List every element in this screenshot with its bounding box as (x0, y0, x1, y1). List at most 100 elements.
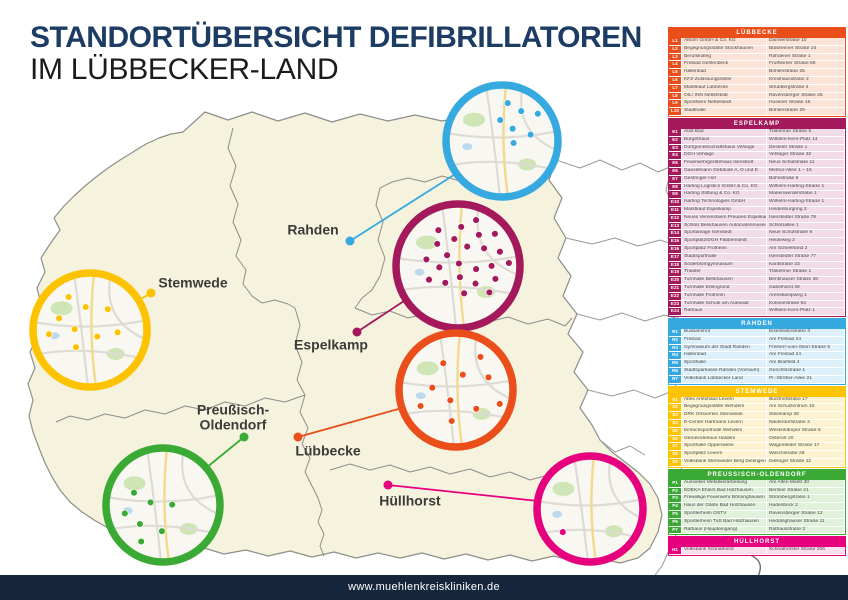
legend-row: S2 Begegnungsstätte Wehdem Am Schulzentrum… (669, 404, 845, 413)
legend-row-address: Am Freibad 24 (767, 352, 845, 361)
legend-row-address: Vehlager Straße 32 (767, 152, 845, 161)
inset-main-road (456, 336, 464, 444)
legend-row-id: E21 (669, 284, 682, 293)
inset-ring-luebbecke (395, 329, 517, 451)
inset-road (111, 524, 215, 535)
legend-row-address: Schnathorster Straße 206 (767, 547, 845, 556)
map-inset-stemwede (36, 276, 144, 384)
legend-row-address: Blasheimer Straße 24 (767, 45, 845, 54)
legend-row-address: Heideweg 2 (767, 238, 845, 246)
inset-road (451, 160, 553, 171)
map-inset-rahden (449, 88, 555, 194)
location-marker-icon (428, 383, 437, 392)
legend-row-address: Wilhelm-Kern-Platz 1 (767, 308, 845, 317)
legend-row: R3 Gymnasium der Stadt Rahden Freiherr-vom… (669, 344, 845, 353)
legend-row-name: Volksbank Schnathorst (682, 547, 767, 556)
legend-row-name: Sportplatz Levern (682, 451, 767, 460)
leader-line-luebbecke (297, 407, 403, 438)
location-marker-icon (81, 303, 90, 311)
inset-ring-rahden (442, 81, 562, 201)
neighbor-border-0 (555, 159, 673, 173)
legend-row: E20 Turnhalle Benkhausen Benkhauser Straße… (669, 277, 845, 285)
legend-row-address: Bohlenstraße 25 (767, 69, 845, 77)
legend-row-name: Volksbank Stemweder Berg Dielingen (682, 459, 767, 467)
legend-row-address: Dielinger Straße 12 (767, 459, 845, 467)
legend-row-id: P4 (669, 503, 682, 512)
inset-road (145, 451, 163, 559)
legend-row-id: E23 (669, 300, 682, 309)
legend-row-id: E8 (669, 183, 682, 192)
legend-row: P5 Sportlerheim OSTV Ravensberger Straße 1… (669, 511, 845, 519)
legend-row-address: Rahdener Straße 1 (767, 53, 845, 62)
location-marker-icon (457, 223, 465, 231)
legend-row-id: S8 (669, 451, 682, 460)
legend-row-address: Isenstedter Straße 77 (767, 253, 845, 262)
legend-row-address: Strombergstraße 1 (767, 495, 845, 504)
legend-row-name: Begegnungsstätte Wehdem (682, 404, 767, 413)
legend-row-id: L10 (669, 108, 682, 116)
legend-row-id: P2 (669, 487, 682, 496)
legend-row-name: Schloß Benkhausen Automatenmuseum (682, 222, 767, 231)
location-marker-icon (416, 402, 425, 410)
legend-row-name: Begegnungsstätte Stockhausen (682, 45, 767, 54)
legend-row-id: P3 (669, 495, 682, 504)
legend-row: R7 Volksbank Lübbecker Land Pr.-Ströher-Al… (669, 375, 845, 384)
inset-road (520, 90, 555, 150)
municipal-border-3 (354, 187, 386, 309)
legend-row-address: Wilhelm-Kern-Platz 14 (767, 136, 845, 145)
legend-row-name: Stadthalle (682, 108, 767, 116)
legend-row-name: Sportheim Nettelstedt (682, 100, 767, 109)
location-marker-icon (136, 520, 144, 528)
legend-row-id: L6 (669, 76, 682, 85)
legend-row-name: Gestringer Hof (682, 175, 767, 184)
legend-row-id: E11 (669, 206, 682, 215)
inset-road (404, 409, 508, 420)
legend-row-name: Altes Amtshaus Levern (682, 396, 767, 405)
inset-road (474, 338, 510, 399)
legend-row: R6 Stadtsparkasse Rahden (Vorraum) Gericht… (669, 368, 845, 376)
legend-row-id: E12 (669, 214, 682, 223)
legend-row-address: Am Brullfeld 4 (767, 360, 845, 369)
inset-road (540, 497, 640, 507)
legend-section-preussisch_oldendorf: PREUSSISCH-OLDENDORF P1 Aussieker Metallve… (668, 468, 846, 536)
legend-row-id: E9 (669, 191, 682, 200)
legend-row-address: Bahnstraße 6 (767, 175, 845, 184)
location-marker-icon (434, 226, 443, 234)
legend-section-header: LÜBBECKE (669, 28, 845, 38)
neighbor-border-1 (565, 237, 673, 247)
legend-row: H1 Volksbank Schnathorst Schnathorster Str… (669, 547, 845, 556)
legend-row-id: P1 (669, 479, 682, 488)
inset-main-road (163, 451, 171, 559)
location-marker-icon (534, 109, 542, 118)
legend-row-name: Hallenbad (682, 352, 767, 361)
legend-row-address: Benkhauser Straße 36 (767, 277, 845, 285)
legend-row-address: Wagenfelder Straße 17 (767, 443, 845, 452)
municipal-border-6 (55, 394, 306, 423)
location-marker-icon (472, 265, 480, 273)
legend-row-name: Turnhalle Schule am Auewald (682, 300, 767, 309)
legend-row-address: Am Schiefeland 2 (767, 245, 845, 254)
leader-line-huellhorst (387, 484, 539, 502)
inset-road (108, 278, 144, 339)
inset-road (572, 459, 590, 559)
legend-row-name: Bürgerhaus (682, 136, 767, 145)
legend-row-address: Bohlenstraße 29 (767, 108, 845, 116)
legend-row: E10 Harting Technologies GmbH Wilhelm-Hart… (669, 199, 845, 207)
legend-row-id: L4 (669, 61, 682, 70)
legend-row: P7 Rathaus (Haupteingang) Rathausstraße 3 (669, 526, 845, 535)
legend-row: E8 Harting Logistics GmbH & Co. KG Wilhelm… (669, 183, 845, 192)
location-marker-icon (459, 370, 467, 379)
location-marker-icon (495, 400, 504, 408)
inset-road (542, 528, 638, 539)
legend-row-name: Busbahnhof (682, 329, 767, 337)
legend-row-id: S2 (669, 404, 682, 413)
legend-row-id: P6 (669, 518, 682, 527)
legend-row-name: Harting Logistics GmbH & Co. KG (682, 183, 767, 192)
municipal-border-1 (294, 307, 325, 557)
legend-row-address: Isenstedter Straße 78 (767, 214, 845, 223)
inset-green-area (50, 301, 73, 316)
legend-row-id: E17 (669, 253, 682, 262)
inset-green-area (463, 112, 485, 127)
legend-row-name: Hallenbad (682, 69, 767, 77)
legend-row-id: L2 (669, 45, 682, 54)
